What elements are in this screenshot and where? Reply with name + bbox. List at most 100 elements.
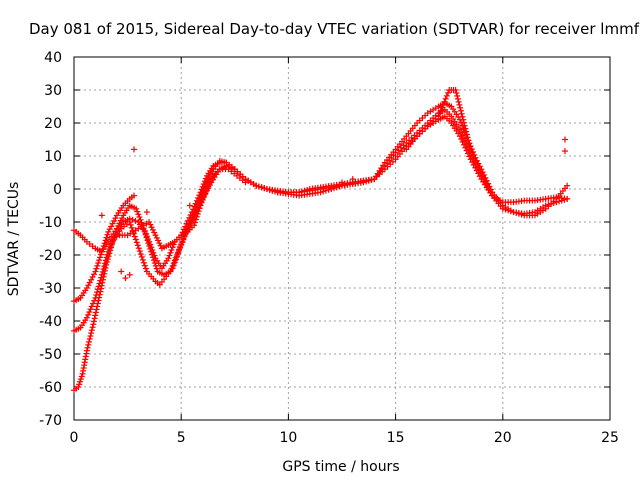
data-point xyxy=(149,251,156,258)
data-point xyxy=(131,192,138,199)
data-point xyxy=(108,223,115,230)
data-point xyxy=(465,137,472,144)
data-point xyxy=(550,200,557,207)
data-point xyxy=(464,150,471,157)
data-point xyxy=(499,205,506,212)
data-point xyxy=(101,267,108,274)
data-point xyxy=(461,122,468,129)
data-point xyxy=(463,128,470,135)
data-point xyxy=(132,236,139,243)
data-point xyxy=(98,282,105,289)
x-tick-labels: 0 5 10 15 20 25 xyxy=(70,430,619,446)
data-point xyxy=(261,185,268,192)
data-point xyxy=(505,207,512,214)
data-point xyxy=(558,197,565,204)
data-point xyxy=(435,113,442,120)
data-point xyxy=(564,195,571,202)
data-point xyxy=(128,224,135,231)
data-point xyxy=(441,98,448,105)
data-point xyxy=(463,131,470,138)
data-point xyxy=(458,129,465,136)
data-point xyxy=(452,87,459,93)
y-tick-label: -10 xyxy=(39,215,62,231)
plot-frame xyxy=(73,56,611,421)
data-point xyxy=(146,243,153,250)
data-point xyxy=(101,270,108,277)
data-point xyxy=(301,187,308,194)
data-point xyxy=(185,222,192,229)
y-tick-label: -40 xyxy=(39,314,62,330)
data-point xyxy=(442,95,449,102)
data-point xyxy=(253,182,260,189)
data-point-outlier xyxy=(339,179,345,186)
data-point xyxy=(485,180,492,187)
data-point xyxy=(443,92,450,99)
data-point xyxy=(90,321,97,328)
x-tick-label: 10 xyxy=(279,430,297,446)
data-point-outlier xyxy=(349,176,356,183)
data-point xyxy=(152,232,159,239)
data-point xyxy=(147,221,154,228)
data-point xyxy=(147,245,154,252)
data-point xyxy=(83,314,90,321)
data-point xyxy=(460,119,467,126)
y-tick-label: -60 xyxy=(39,380,62,396)
data-point-outlier xyxy=(118,268,125,275)
data-point xyxy=(92,312,99,319)
data-point xyxy=(487,186,494,193)
data-point xyxy=(459,132,466,139)
data-point xyxy=(455,98,462,105)
data-point xyxy=(453,89,460,96)
data-point xyxy=(87,306,94,313)
data-point-outlier xyxy=(98,212,105,219)
data-point xyxy=(174,250,181,257)
data-point xyxy=(144,237,151,244)
data-point xyxy=(439,104,446,111)
data-point xyxy=(104,256,111,263)
data-point xyxy=(545,201,552,208)
data-point xyxy=(170,262,177,269)
data-point xyxy=(454,92,461,99)
data-point xyxy=(135,211,142,218)
data-point xyxy=(266,186,273,193)
data-point xyxy=(561,196,568,203)
data-point xyxy=(148,248,155,255)
data-point xyxy=(466,140,473,147)
data-point-outlier xyxy=(122,275,129,282)
data-point xyxy=(548,200,555,207)
data-point xyxy=(76,381,83,388)
data-point xyxy=(106,250,113,257)
data-point xyxy=(192,216,199,223)
data-point xyxy=(91,271,98,278)
data-point xyxy=(86,335,93,342)
y-tick-label: 30 xyxy=(44,83,62,99)
data-point xyxy=(133,239,140,246)
data-point xyxy=(83,347,90,354)
data-point xyxy=(131,233,138,240)
data-point xyxy=(94,262,101,269)
data-point xyxy=(304,186,311,193)
data-point xyxy=(489,189,496,196)
data-point xyxy=(92,268,99,275)
data-point xyxy=(136,214,143,221)
data-point xyxy=(436,110,443,117)
data-point xyxy=(127,221,134,228)
data-point xyxy=(458,110,465,117)
data-point xyxy=(86,279,93,286)
data-point xyxy=(462,138,469,145)
data-point xyxy=(142,265,149,272)
data-point xyxy=(91,315,98,322)
data-point xyxy=(483,177,490,184)
data-point xyxy=(86,309,93,316)
data-point xyxy=(179,239,186,246)
data-point xyxy=(88,330,95,337)
data-point xyxy=(137,251,144,258)
data-point xyxy=(298,188,305,195)
data-point xyxy=(149,226,156,233)
data-point xyxy=(171,259,178,266)
data-point xyxy=(78,373,85,380)
data-point xyxy=(502,206,509,213)
data-point xyxy=(209,168,216,175)
data-point xyxy=(100,243,107,250)
